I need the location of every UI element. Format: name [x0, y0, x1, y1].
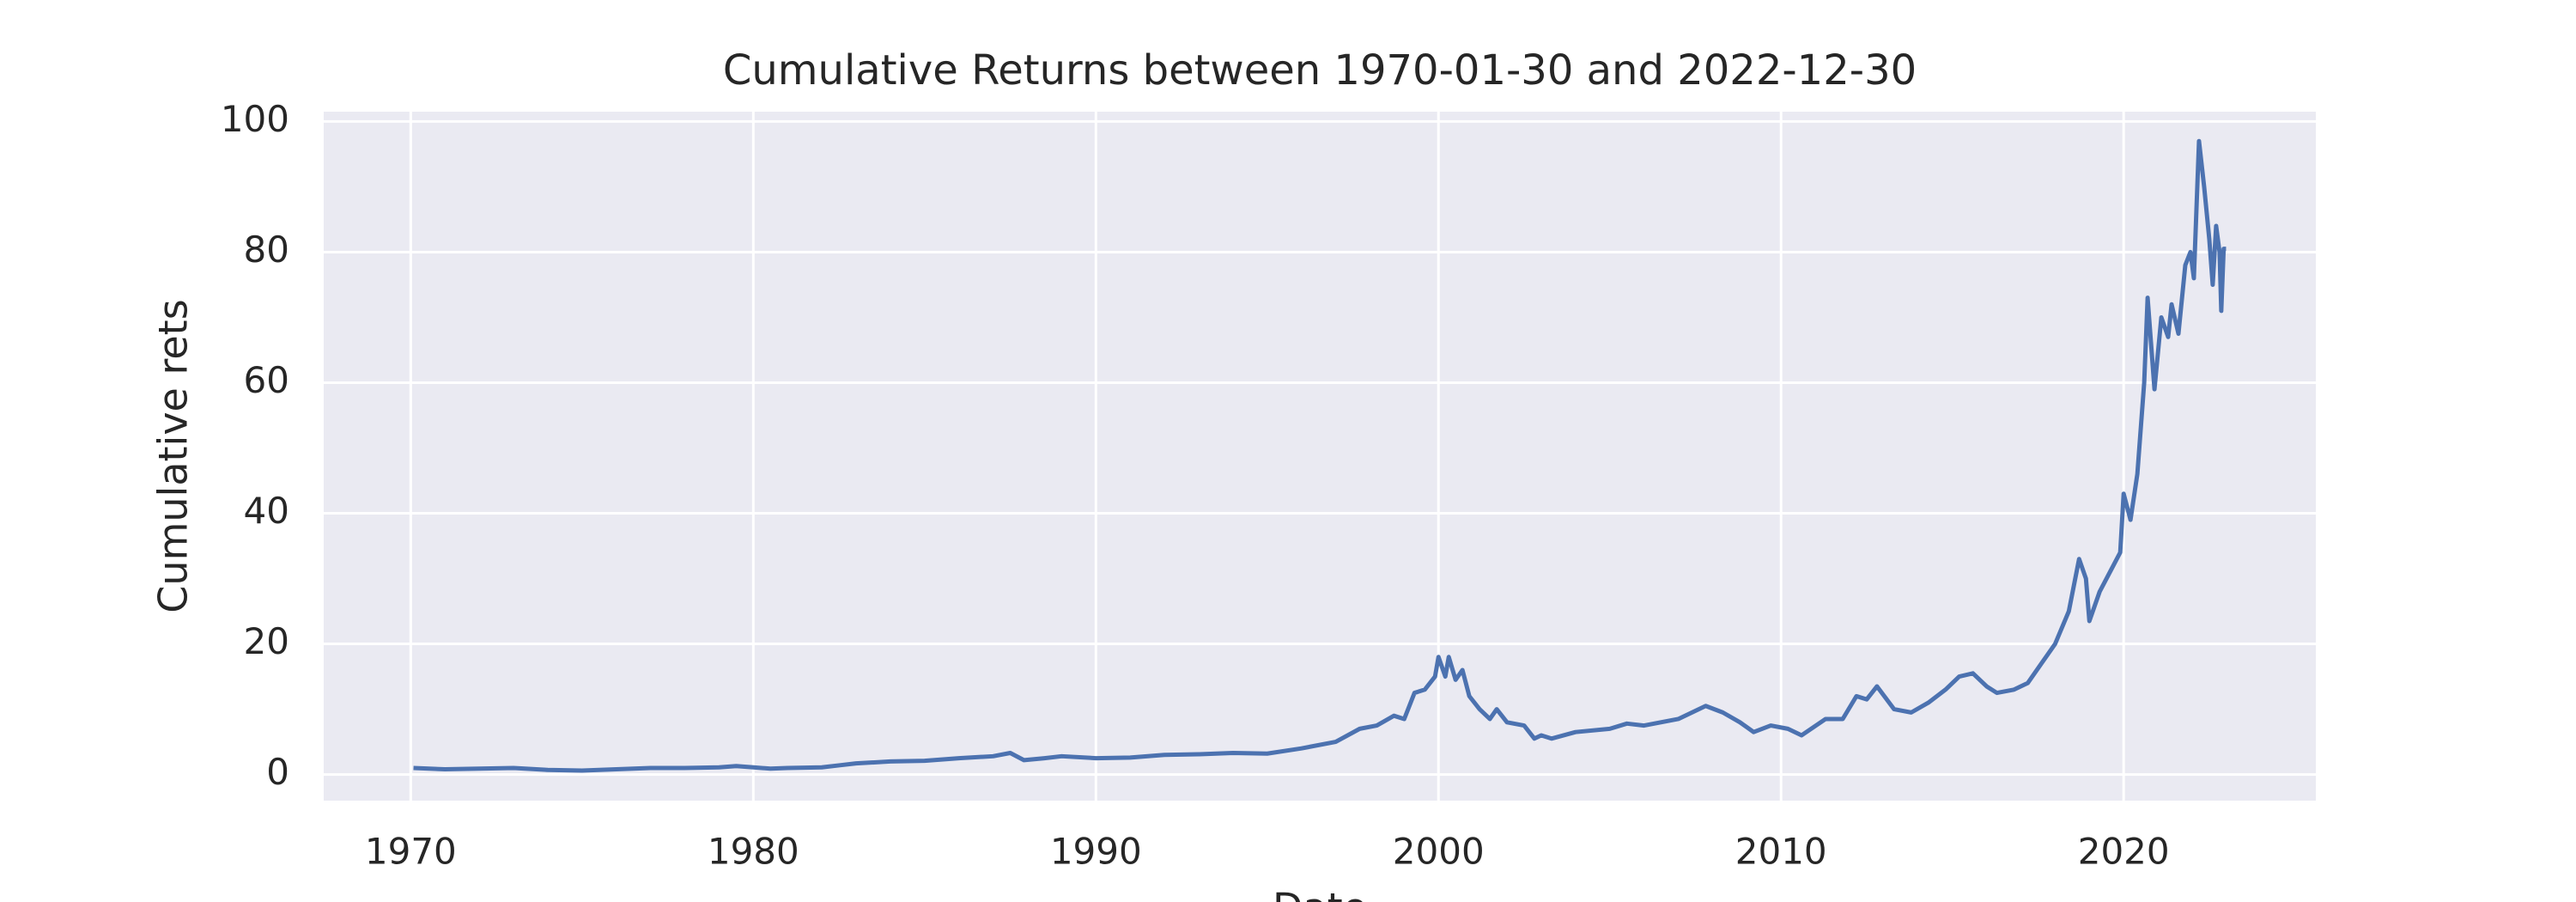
y-tick-label: 60: [244, 359, 289, 401]
data-line: [413, 138, 2227, 773]
x-tick-label: 1990: [1050, 831, 1142, 873]
y-axis-label: Cumulative rets: [150, 299, 197, 613]
plot-area: [324, 112, 2316, 801]
chart-title: Cumulative Returns between 1970-01-30 an…: [723, 46, 1917, 94]
x-tick-label: 1980: [708, 831, 799, 873]
x-tick-label: 2020: [2078, 831, 2170, 873]
x-tick-label: 2010: [1735, 831, 1827, 873]
y-tick-label: 0: [266, 751, 289, 793]
x-axis-label: Date: [1273, 885, 1367, 902]
x-tick-label: 2000: [1393, 831, 1485, 873]
y-tick-label: 80: [244, 229, 289, 271]
x-tick-label: 1970: [365, 831, 457, 873]
y-tick-label: 20: [244, 620, 289, 662]
y-tick-label: 40: [244, 490, 289, 532]
y-tick-label: 100: [221, 98, 289, 140]
